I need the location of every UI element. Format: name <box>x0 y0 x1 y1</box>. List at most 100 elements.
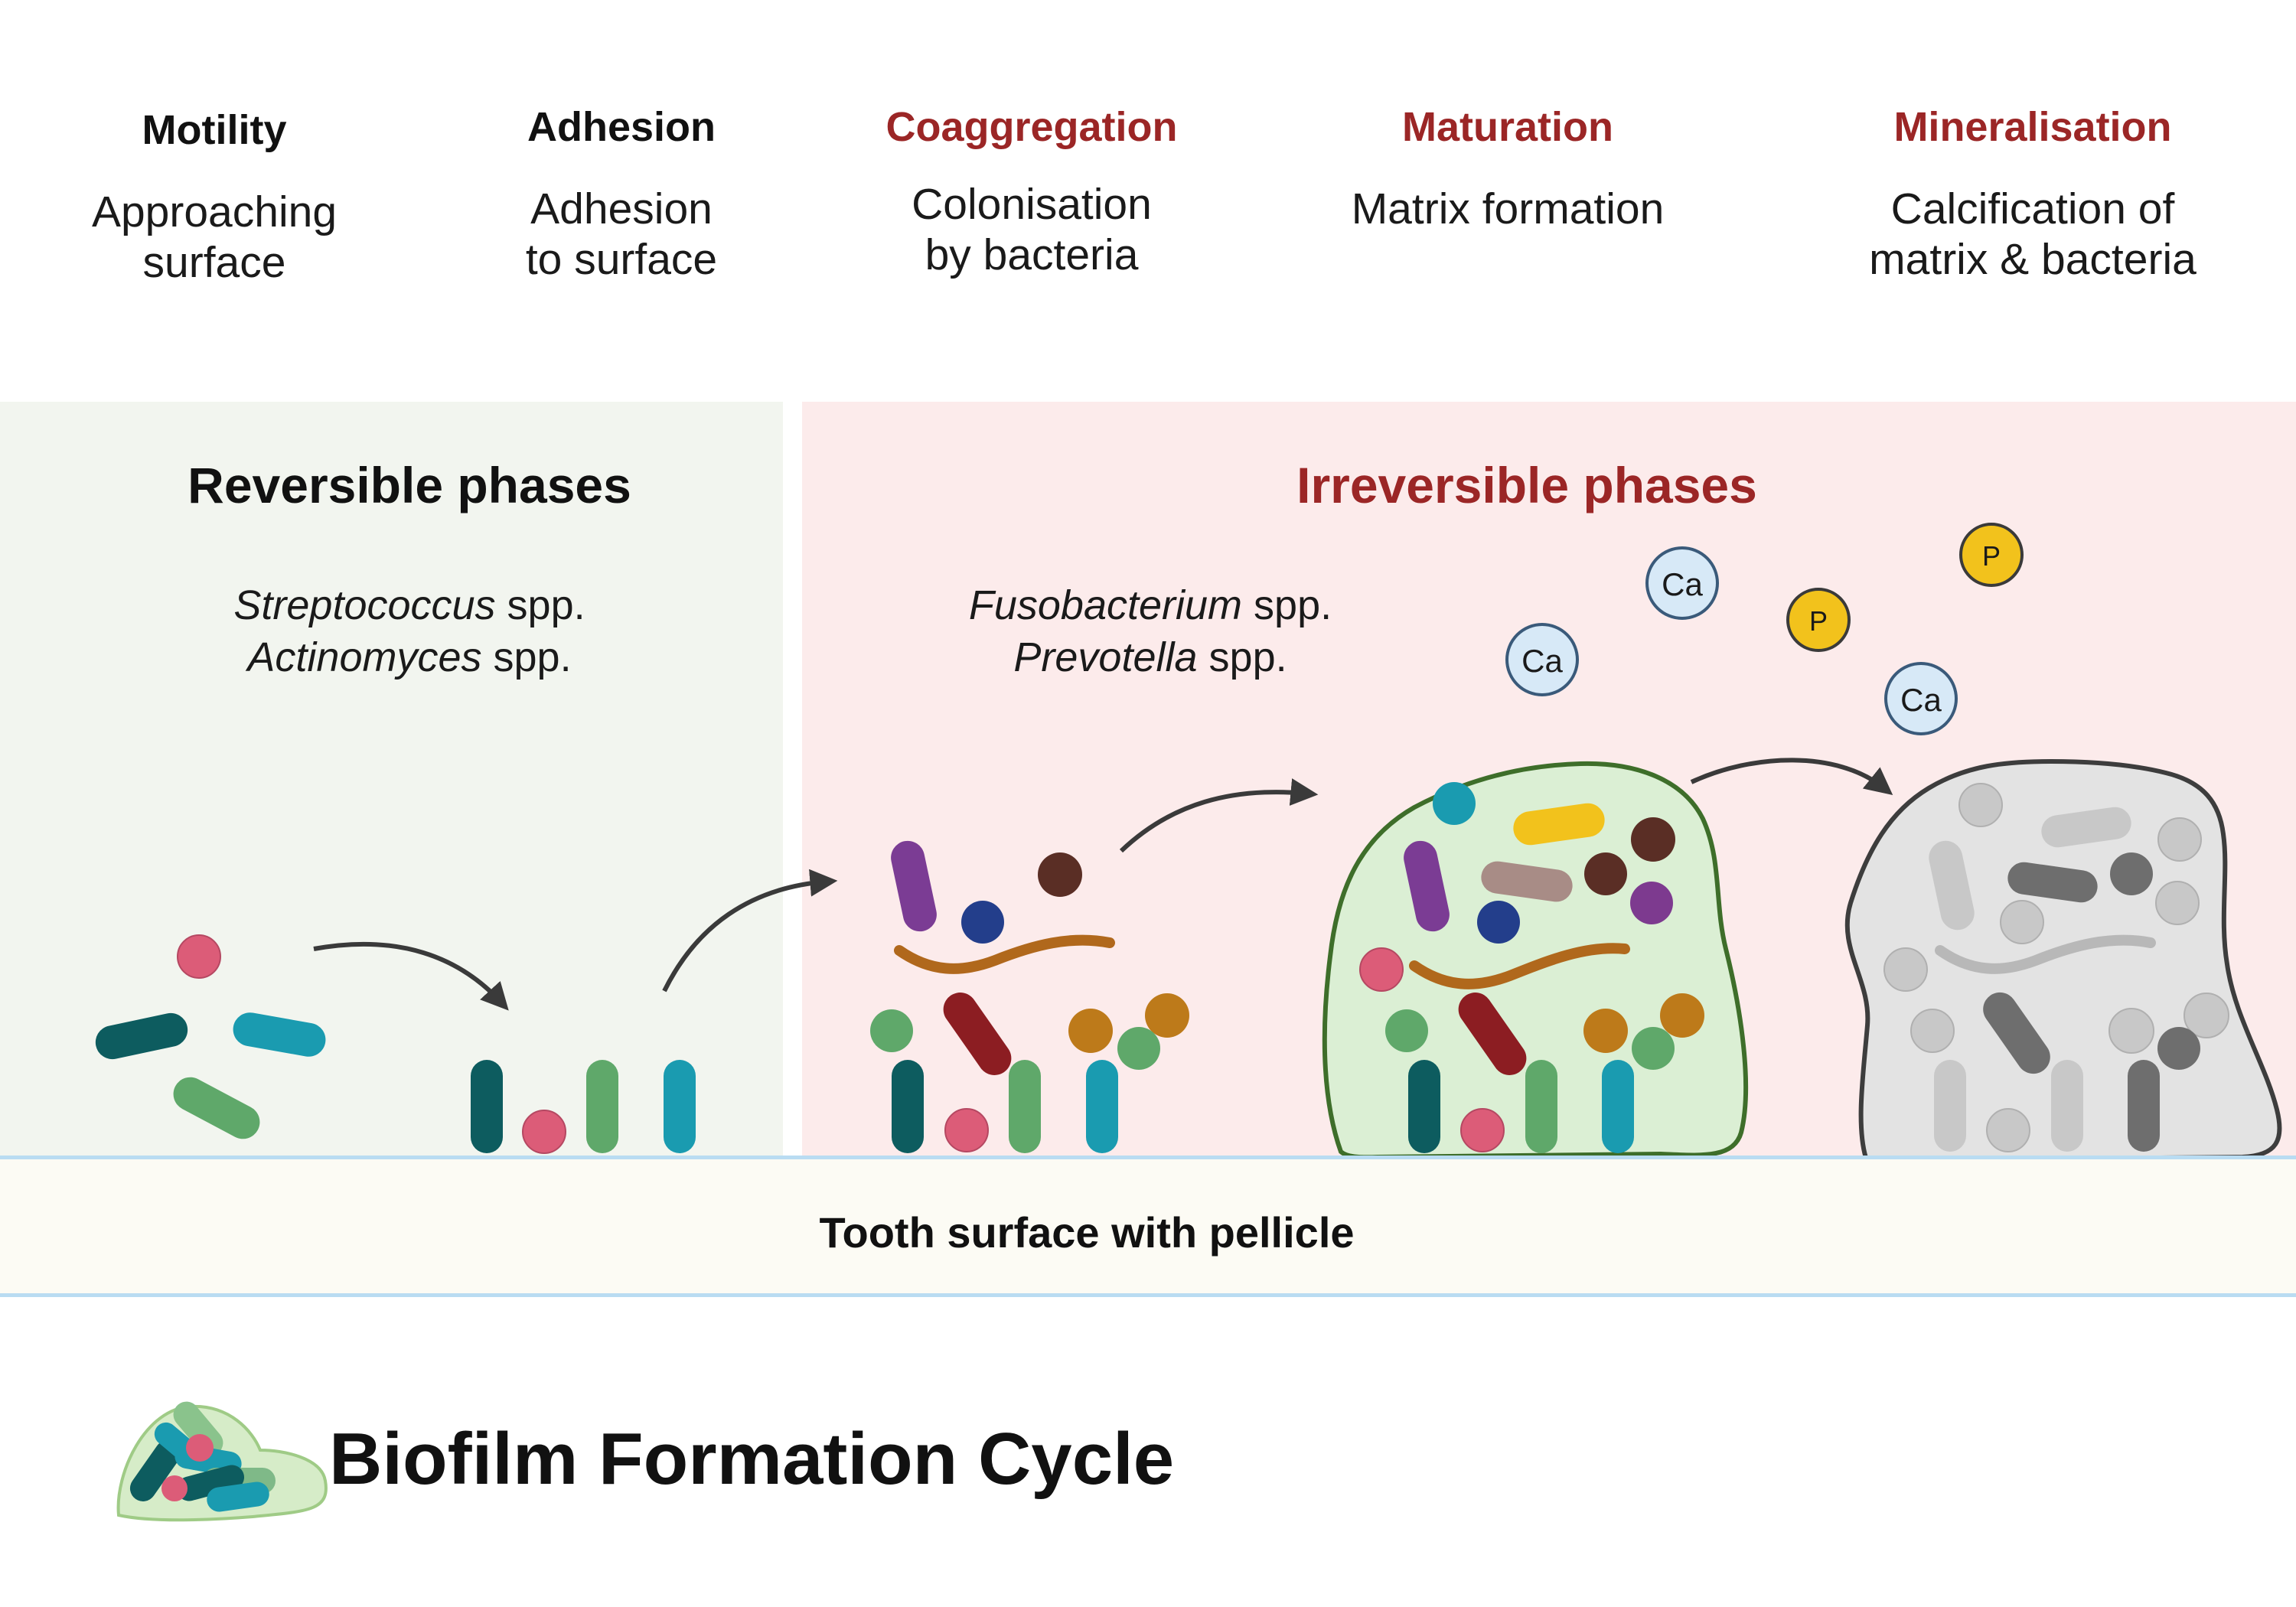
stage-motility: Motility Approaching surface <box>0 106 429 288</box>
species-fusobacterium: Fusobacterium spp. <box>806 579 1495 631</box>
stage-title: Adhesion <box>527 104 716 150</box>
stage-desc-line: by bacteria <box>925 230 1139 279</box>
arrow-maturation-to-mineralisation <box>1690 758 1893 796</box>
ion-circle <box>1786 588 1851 652</box>
calcified-rod <box>1983 992 2050 1074</box>
rod-bacterium <box>891 840 937 932</box>
adhesion-bacteria <box>471 1060 696 1154</box>
stage-title: Motility <box>142 107 287 153</box>
rod-bacterium <box>1404 840 1450 932</box>
biofilm-logo-icon <box>116 1401 328 1522</box>
calcium-ion: Ca <box>1505 623 1579 696</box>
ion-circle <box>1645 546 1719 620</box>
ion-circle <box>1884 662 1958 735</box>
maturation-biofilm <box>1322 761 1749 1160</box>
calcified-coccus <box>2000 900 2044 944</box>
calcified-coccus <box>2155 881 2200 925</box>
stage-description: Approaching surface <box>0 187 429 288</box>
arrow-coaggregation-to-maturation <box>1119 778 1319 853</box>
species-prevotella: Prevotella spp. <box>806 631 1495 683</box>
calcified-coccus <box>1883 947 1928 992</box>
coccus-bacterium <box>1145 993 1189 1038</box>
rod-bacterium <box>943 993 1012 1075</box>
ion-label: Ca <box>1521 643 1563 679</box>
rod-bacterium <box>233 1012 326 1057</box>
coccus-bacterium <box>944 1108 989 1152</box>
ion-label: Ca <box>1900 682 1942 718</box>
phosphate-ion: P <box>1786 588 1851 652</box>
irreversible-species-list: Fusobacterium spp. Prevotella spp. <box>806 579 1495 683</box>
species-genus: Actinomyces <box>247 634 482 680</box>
coccus-bacterium <box>1460 1108 1505 1152</box>
coccus-bacterium <box>1630 882 1673 924</box>
stage-desc-line: to surface <box>525 235 718 284</box>
rod-bacterium <box>1481 861 1573 902</box>
rod-bacterium <box>95 1012 188 1060</box>
stage-coaggregation: Coaggregation Colonisation by bacteria <box>817 103 1246 280</box>
stage-maturation: Maturation Matrix formation <box>1293 103 1722 234</box>
stage-desc-line: Colonisation <box>912 180 1152 229</box>
stage-adhesion: Adhesion Adhesion to surface <box>407 103 836 285</box>
coccus-bacterium <box>961 901 1004 944</box>
tooth-surface-label: Tooth surface with pellicle <box>819 1208 1355 1257</box>
species-genus: Fusobacterium <box>968 582 1243 628</box>
coccus-bacterium <box>1359 947 1404 992</box>
coccus-bacterium <box>177 934 221 979</box>
calcified-coccus <box>2110 852 2153 895</box>
stage-description: Matrix formation <box>1293 184 1722 234</box>
fusobacterium-filament <box>894 934 1115 974</box>
arrow-motility-to-adhesion <box>313 941 509 1011</box>
species-actinomyces: Actinomyces spp. <box>65 631 754 683</box>
calcified-coccus <box>2108 1008 2154 1054</box>
rod-bacterium <box>1513 803 1605 846</box>
stage-description: Colonisation by bacteria <box>817 179 1246 280</box>
fusobacterium-filament <box>1409 943 1630 989</box>
coccus-bacterium <box>1385 1009 1428 1052</box>
rod-bacterium <box>586 1060 618 1153</box>
reversible-species-list: Streptococcus spp. Actinomyces spp. <box>65 579 754 683</box>
irreversible-phases-title: Irreversible phases <box>1296 457 1757 513</box>
rod-bacterium <box>1525 1060 1557 1153</box>
stage-title: Coaggregation <box>885 104 1178 150</box>
stage-description: Calcification of matrix & bacteria <box>1818 184 2247 285</box>
ion-label: Ca <box>1662 566 1703 602</box>
calcified-rod <box>2007 862 2098 903</box>
reversible-phases-title: Reversible phases <box>188 457 631 513</box>
calcified-coccus <box>1986 1108 2030 1152</box>
ion-circle <box>1959 523 2024 587</box>
coccus-bacterium <box>1660 993 1704 1038</box>
calcified-rod <box>2128 1060 2160 1152</box>
species-suffix: spp. <box>1242 582 1332 628</box>
ion-label: P <box>1982 540 2001 572</box>
coccus-bacterium <box>1583 1009 1628 1053</box>
calcified-coccus <box>1958 783 2003 827</box>
stage-desc-line: surface <box>142 238 286 287</box>
species-genus: Streptococcus <box>233 582 496 628</box>
coccus-bacterium <box>522 1110 566 1154</box>
calcified-filament <box>1935 934 2156 974</box>
calcium-ion: Ca <box>1884 662 1958 735</box>
rod-bacterium <box>1458 993 1527 1075</box>
ion-circle <box>1505 623 1579 696</box>
rod-bacterium <box>471 1060 503 1153</box>
coccus-bacterium <box>1433 782 1476 825</box>
stage-title: Maturation <box>1402 104 1613 150</box>
coccus-bacterium <box>1038 852 1082 897</box>
species-suffix: spp. <box>1197 634 1287 680</box>
ion-label: P <box>1809 605 1828 637</box>
stage-description: Adhesion to surface <box>407 184 836 285</box>
coccus-bacterium <box>1632 1027 1675 1070</box>
mineralised-biofilm <box>1844 758 2282 1163</box>
species-streptococcus: Streptococcus spp. <box>65 579 754 631</box>
calcified-coccus <box>1910 1009 1955 1053</box>
coccus-bacterium <box>1631 817 1675 862</box>
calcified-rod <box>2041 807 2131 848</box>
species-genus: Prevotella <box>1013 634 1198 680</box>
coccus-bacterium <box>1117 1027 1160 1070</box>
arrow-adhesion-to-coaggregation <box>662 869 838 993</box>
calcium-ion: Ca <box>1645 546 1719 620</box>
rod-bacterium <box>1086 1060 1118 1153</box>
coccus-bacterium <box>1477 901 1520 944</box>
